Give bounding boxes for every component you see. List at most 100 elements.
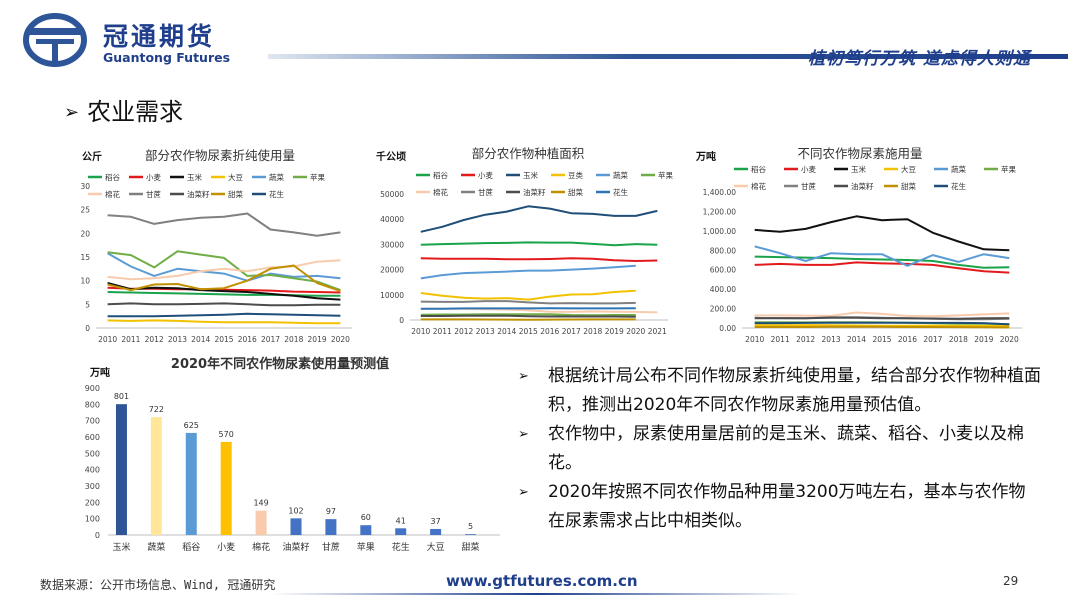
y-tick-label: 20 (80, 229, 90, 238)
legend-label: 棉花 (751, 181, 766, 191)
data-label: 801 (114, 392, 129, 401)
bar-甘蔗 (325, 519, 337, 535)
series-line-甘蔗 (107, 212, 341, 237)
y-tick-label: 0.00 (719, 324, 736, 333)
series-line-小麦 (420, 257, 658, 262)
legend-label: 豆类 (568, 170, 583, 180)
bullet-item: ➢ 根据统计局公布不同作物尿素折纯使用量，结合部分农作物种植面积，推测出2020年… (516, 362, 1041, 420)
y-tick-label: 40000 (380, 215, 404, 224)
y-tick-label: 600.00 (710, 266, 736, 275)
x-tick-label: 大豆 (427, 541, 445, 553)
series-line-蔬菜 (754, 245, 1010, 267)
data-label: 41 (396, 516, 406, 525)
bar-大豆 (430, 528, 442, 535)
series-line-苹果 (420, 313, 636, 317)
y-tick-label: 800.00 (710, 246, 736, 255)
data-label: 97 (326, 507, 336, 516)
x-tick-label: 2010 (411, 327, 430, 336)
series-line-玉米 (107, 282, 341, 301)
legend-label: 油菜籽 (187, 189, 210, 199)
series-line-蔬菜 (420, 264, 636, 280)
x-tick-label: 2010 (745, 335, 764, 344)
chart-urea-application: 不同农作物尿素施用量 万吨 稻谷 小麦 玉米 大豆 蔬菜 苹果 棉花 甘蔗 油菜籽 甜菜 花生 0.00 2… (688, 142, 1033, 356)
y-tick-label: 1,400.00 (703, 188, 737, 197)
x-tick-label: 小麦 (217, 541, 235, 553)
series-line-大豆 (107, 319, 341, 325)
x-tick-label: 2012 (454, 327, 473, 336)
y-tick-label: 50000 (380, 190, 404, 199)
axis-unit-label: 千公顷 (376, 150, 406, 163)
legend-label: 大豆 (228, 172, 243, 182)
company-name-cn: 冠通期货 (103, 22, 216, 51)
data-source: 数据来源：公开市场信息、Wind, 冠通研究 (40, 578, 276, 592)
legend-label: 稻谷 (751, 164, 766, 174)
bar-花生 (395, 528, 407, 535)
x-tick-label: 2019 (605, 327, 624, 336)
legend-label: 小麦 (146, 172, 161, 182)
x-tick-label: 蔬菜 (147, 541, 165, 553)
section-title: ➢ 农业需求 (64, 92, 183, 127)
x-tick-label: 2014 (497, 327, 516, 336)
legend-label: 小麦 (801, 164, 816, 174)
legend-label: 稻谷 (105, 172, 120, 182)
chart-title: 部分农作物尿素折纯使用量 (145, 148, 295, 163)
x-tick-label: 2011 (121, 335, 140, 344)
x-tick-label: 苹果 (357, 541, 375, 553)
data-label: 722 (149, 405, 164, 414)
legend-label: 甜菜 (568, 187, 583, 197)
data-label: 570 (219, 430, 234, 439)
arrow-bullet-icon: ➢ (64, 102, 80, 123)
x-tick-label: 棉花 (252, 541, 270, 553)
x-tick-label: 2016 (238, 335, 257, 344)
x-tick-label: 2016 (540, 327, 559, 336)
x-tick-label: 2018 (949, 335, 968, 344)
x-tick-label: 2012 (145, 335, 164, 344)
x-tick-label: 玉米 (112, 541, 130, 553)
y-tick-label: 200 (85, 498, 100, 507)
x-tick-label: 2020 (626, 327, 645, 336)
bullet-text: 2020年按照不同农作物品种用量3200万吨左右，基本与农作物在尿素需求占比中相… (548, 482, 1026, 531)
x-tick-label: 2021 (648, 327, 667, 336)
legend-label: 小麦 (478, 170, 493, 180)
legend-label: 花生 (269, 189, 284, 199)
x-tick-label: 2013 (168, 335, 187, 344)
data-label: 5 (468, 522, 473, 531)
legend-label: 蔬菜 (613, 170, 628, 180)
y-tick-label: 100 (85, 515, 100, 524)
arrow-bullet-icon: ➢ (518, 485, 529, 500)
series-line-甘蔗 (420, 300, 636, 305)
y-tick-label: 400 (85, 466, 100, 475)
x-tick-label: 2017 (923, 335, 942, 344)
data-label: 625 (184, 421, 199, 430)
x-tick-label: 2013 (476, 327, 495, 336)
legend-label: 玉米 (187, 172, 202, 182)
data-label: 149 (253, 499, 268, 508)
legend-label: 苹果 (1001, 164, 1016, 174)
y-tick-label: 200.00 (710, 305, 736, 314)
legend-label: 苹果 (310, 172, 325, 182)
y-tick-label: 20000 (380, 266, 404, 275)
data-label: 37 (431, 517, 441, 526)
footer-divider (270, 593, 802, 595)
bullet-text: 农作物中，尿素使用量居前的是玉米、蔬菜、稻谷、小麦以及棉花。 (548, 424, 1024, 473)
series-line-花生 (107, 312, 341, 318)
x-tick-label: 2013 (822, 335, 841, 344)
bar-油菜籽 (290, 518, 302, 535)
y-tick-label: 15 (80, 253, 90, 262)
x-tick-label: 稻谷 (182, 542, 200, 553)
x-tick-label: 2019 (308, 335, 327, 344)
legend-label: 棉花 (433, 187, 448, 197)
bar-棉花 (255, 510, 267, 535)
series-line-豆类 (420, 289, 636, 301)
y-tick-label: 30000 (380, 240, 404, 249)
data-label: 102 (288, 506, 303, 515)
series-line-油菜籽 (420, 314, 636, 318)
x-tick-label: 2016 (898, 335, 917, 344)
y-tick-label: 900 (85, 384, 100, 393)
website-link[interactable]: www.gtfutures.com.cn (446, 572, 638, 590)
legend-label: 玉米 (851, 164, 866, 174)
legend-label: 油菜籽 (851, 181, 874, 191)
bar-蔬菜 (150, 417, 162, 535)
